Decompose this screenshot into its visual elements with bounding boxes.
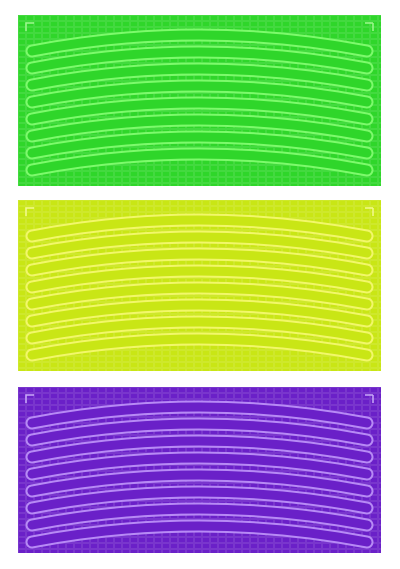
yellow-sheet [18, 200, 381, 371]
purple-sheet [18, 387, 381, 553]
green-sheet [18, 15, 381, 186]
